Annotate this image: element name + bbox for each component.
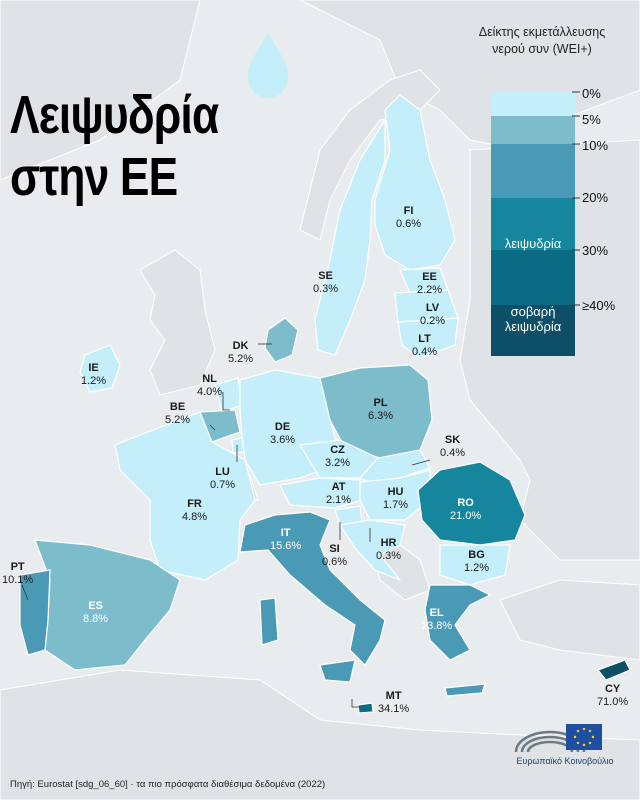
page-title-line2: στην ΕΕ <box>10 147 178 207</box>
water-drop-icon <box>248 32 288 98</box>
label-fr: FR 4.8% <box>182 498 208 523</box>
label-be: BE 5.2% <box>165 401 191 426</box>
country-bg <box>439 544 511 586</box>
country-cy <box>597 659 631 681</box>
label-at: AT 2.1% <box>326 481 352 506</box>
label-cy: CY 71.0% <box>597 683 629 708</box>
label-hr: HR 0.3% <box>376 537 402 562</box>
label-cz: CZ 3.2% <box>325 444 351 469</box>
country-it-sardinia <box>259 597 279 646</box>
legend-band-2 <box>491 144 575 198</box>
legend-tick-10: 10% <box>582 138 609 153</box>
legend-tick-40: ≥40% <box>582 298 616 313</box>
label-de: DE 3.6% <box>270 421 296 446</box>
european-parliament-logo <box>514 724 602 753</box>
label-mt: MT 34.1% <box>378 690 410 715</box>
legend-band-4 <box>491 250 575 305</box>
greenland-west <box>0 0 201 181</box>
legend-tick-20: 20% <box>582 190 609 205</box>
legend-title-line1: Δείκτης εκμετάλλευσης <box>478 25 606 39</box>
label-fi: FI 0.6% <box>396 205 422 230</box>
country-ro <box>417 461 526 546</box>
leader-mt <box>351 699 360 708</box>
legend-title-line2: νερού συν (WEI+) <box>492 42 592 56</box>
uk-land <box>139 249 216 396</box>
country-se <box>314 119 386 356</box>
legend-tick-30: 30% <box>582 243 609 258</box>
country-dk <box>264 317 299 363</box>
label-se: SE 0.3% <box>313 270 339 295</box>
leader-be <box>209 424 216 431</box>
logo-caption: Ευρωπαϊκό Κοινοβούλιο <box>516 756 614 766</box>
legend-band-5 <box>491 305 575 356</box>
country-el <box>424 584 491 661</box>
country-it <box>239 511 386 666</box>
country-hr <box>339 519 406 581</box>
country-fi <box>374 94 456 271</box>
label-dk: DK 5.2% <box>228 340 254 365</box>
legend-band-1 <box>491 116 575 144</box>
leader-nl <box>222 392 230 411</box>
legend-band-scarcity: λειψυδρία <box>504 236 562 251</box>
label-lv: LV 0.2% <box>420 302 446 327</box>
label-lu: LU 0.7% <box>210 466 236 491</box>
source-note: Πηγή: Eurostat [sdg_06_60] · τα πιο πρόσ… <box>10 779 326 790</box>
legend-band-3 <box>491 198 575 250</box>
legend-title: Δείκτης εκμετάλλευσης νερού συν (WEI+) <box>444 24 640 58</box>
country-ie <box>79 344 121 393</box>
label-sk: SK 0.4% <box>440 434 466 459</box>
label-ie: IE 1.2% <box>81 362 107 387</box>
legend-color-scale <box>491 91 580 356</box>
legend-band-0 <box>491 92 575 116</box>
legend-tick-0: 0% <box>582 86 601 101</box>
turkey-land <box>499 579 640 661</box>
country-pt <box>19 569 51 656</box>
label-lt: LT 0.4% <box>412 333 438 358</box>
label-it: IT 15.6% <box>270 527 302 552</box>
country-lt <box>397 317 459 359</box>
country-fr <box>114 411 256 581</box>
country-it-sicily <box>319 659 356 683</box>
label-es: ES 8.8% <box>83 600 109 625</box>
africa-land <box>0 669 640 800</box>
label-pl: PL 6.3% <box>368 397 394 422</box>
label-ee: EE 2.2% <box>417 271 443 296</box>
country-pl <box>319 364 433 459</box>
legend-band-severe: σοβαρή λειψυδρία <box>491 304 575 334</box>
label-bg: BG 1.2% <box>464 549 490 574</box>
label-nl: NL 4.0% <box>197 373 223 398</box>
label-el: EL 13.8% <box>421 607 453 632</box>
page-title-line1: Λειψυδρία <box>10 85 219 145</box>
legend-tick-5: 5% <box>582 112 601 127</box>
legend-band-severe-line2: λειψυδρία <box>504 319 562 334</box>
label-hu: HU 1.7% <box>383 486 409 511</box>
label-ro: RO 21.0% <box>450 497 482 522</box>
country-el-crete <box>444 683 486 697</box>
country-hu <box>359 469 431 521</box>
leader-sk <box>411 459 431 466</box>
label-pt: PT 10.1% <box>2 561 34 586</box>
country-mt <box>357 702 374 714</box>
label-si: SI 0.6% <box>322 543 348 568</box>
legend-band-severe-line1: σοβαρή <box>510 304 556 319</box>
leader-pt <box>21 584 29 601</box>
